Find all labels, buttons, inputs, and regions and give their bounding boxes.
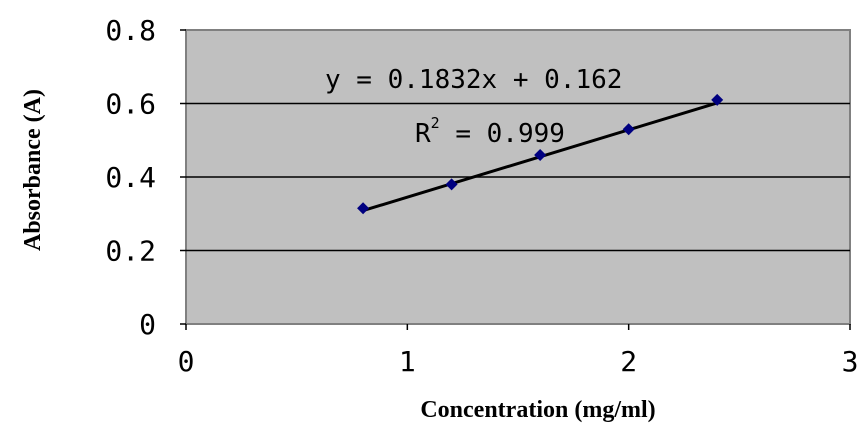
x-tick-label: 3 <box>842 345 859 378</box>
x-axis-title: Concentration (mg/ml) <box>420 397 655 423</box>
y-tick-label: 0.6 <box>105 88 156 121</box>
trendline-equation: y = 0.1832x + 0.162 <box>325 65 622 95</box>
r-squared-label: R2 = 0.999 <box>415 114 565 149</box>
y-tick-label: 0 <box>139 308 156 341</box>
y-tick-label: 0.4 <box>105 161 156 194</box>
x-tick-label: 1 <box>399 345 416 378</box>
r-squared-value: = 0.999 <box>440 119 565 149</box>
x-tick-label: 0 <box>178 345 195 378</box>
x-axis-ticks: 0 1 2 3 <box>178 324 859 378</box>
data-point <box>445 178 458 191</box>
y-tick-label: 0.8 <box>105 14 156 47</box>
gridlines <box>186 102 850 252</box>
data-point <box>711 93 724 106</box>
data-point <box>357 202 370 215</box>
y-axis-title: Absorbance (A) <box>20 89 46 251</box>
data-point <box>622 123 635 136</box>
y-tick-label: 0.2 <box>105 235 156 268</box>
x-tick-label: 2 <box>620 345 637 378</box>
r-squared-superscript: 2 <box>431 114 440 132</box>
r-squared-letter: R <box>415 119 431 149</box>
data-point <box>534 148 547 161</box>
y-axis-ticks: 0 0.2 0.4 0.6 0.8 <box>105 14 186 341</box>
data-points <box>357 93 724 215</box>
